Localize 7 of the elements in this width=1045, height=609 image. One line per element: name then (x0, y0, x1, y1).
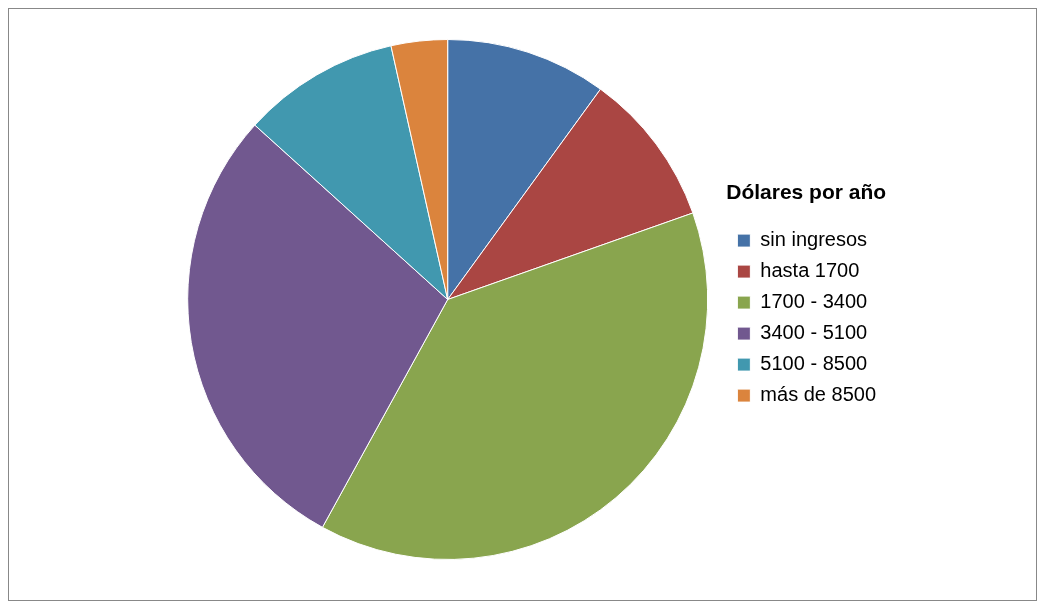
legend-label: sin ingresos (760, 228, 868, 251)
legend-label: 5100 - 8500 (760, 352, 868, 375)
legend-label: más de 8500 (760, 383, 877, 406)
legend-label: 3400 - 5100 (760, 321, 868, 344)
legend-title: Dólares por año (726, 179, 887, 203)
legend-label: hasta 1700 (760, 259, 860, 282)
legend-label: 1700 - 3400 (760, 290, 868, 313)
